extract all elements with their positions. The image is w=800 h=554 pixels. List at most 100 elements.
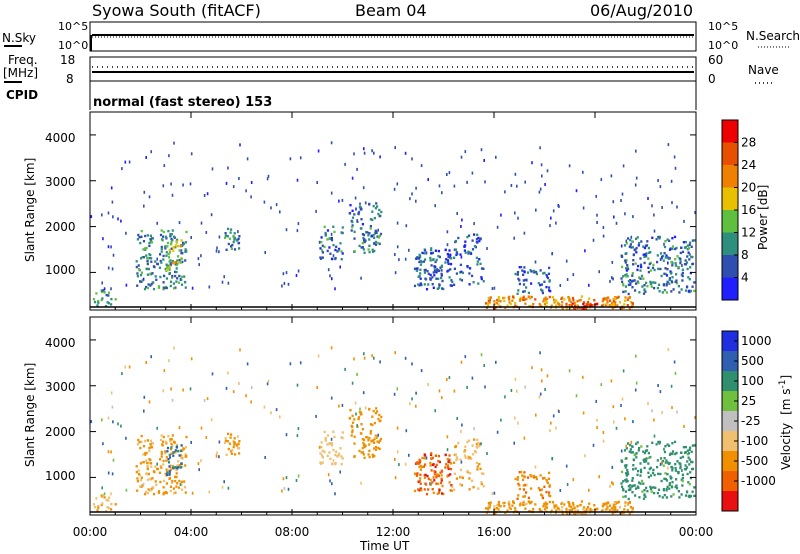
velocity-cell [607,501,610,505]
power-cell [178,249,181,252]
power-cell [665,291,668,294]
power-cell [340,258,343,261]
velocity-cell [617,500,620,504]
power-cell [495,302,499,305]
velocity-cell [169,485,173,488]
power-cell [652,281,655,284]
power-cell [237,230,239,234]
power-cell [100,298,103,302]
power-cell [472,281,475,284]
power-cell [372,204,375,208]
power-cell [150,257,153,260]
velocity-cell [168,476,171,480]
power-cell [624,261,627,264]
power-cell [341,252,344,255]
power-cell [437,286,441,289]
velocity-cell [444,466,447,469]
power-cell [582,301,586,304]
power-cell [101,213,103,217]
power-cell [681,250,685,254]
velocity-cell [667,466,669,470]
velocity-cell [360,413,363,416]
power-cell [413,267,417,270]
velocity-cell [665,459,668,462]
velocity-cell [693,494,696,498]
power-cell [453,283,456,286]
velocity-cell [332,448,335,452]
velocity-cell [318,445,321,449]
power-cell [420,283,423,287]
velocity-cell [225,386,228,390]
velocity-cell [430,453,433,456]
velocity-cell [432,491,435,494]
power-cell [168,154,170,158]
velocity-cell [114,503,117,506]
power-cell [661,255,663,259]
velocity-cell [154,465,157,468]
power-cell [330,191,333,195]
velocity-cell [639,462,642,465]
power-cell [334,248,337,252]
colorbar-segment [722,411,738,432]
power-cell [526,271,530,274]
nsky-panel: N.Sky 10^5 10^0 10^5 10^0 N.Search [2,20,800,52]
velocity-cell [645,460,648,463]
velocity-cell [546,481,550,485]
velocity-cell [447,467,450,470]
power-cell [629,243,632,246]
power-cell [245,189,247,193]
velocity-cell [437,482,440,485]
velocity-cell [550,421,552,425]
velocity-cell [544,505,547,508]
power-cell [323,225,326,229]
velocity-cell [331,482,333,486]
velocity-cell [497,508,500,511]
power-cell [446,173,448,176]
power-cell [688,258,691,261]
velocity-cell [289,362,292,366]
power-cell [230,228,233,231]
power-cell [477,236,480,240]
power-cell [624,296,627,299]
power-cell [506,304,509,307]
power-cell [643,284,646,287]
power-cell [451,280,454,284]
power-cell [606,299,609,302]
power-cell [227,242,230,246]
power-cell [425,288,429,291]
velocity-cell [418,465,421,469]
power-cell [686,248,689,251]
power-cell [440,264,443,267]
velocity-cell [489,501,492,504]
power-cell [658,237,661,240]
velocity-cell [453,389,456,393]
power-cell [667,261,669,265]
velocity-cell [158,471,161,474]
power-cell [464,240,467,243]
power-cell [661,291,664,294]
power-cell [167,253,170,256]
velocity-cell [686,453,689,456]
velocity-cell [658,442,661,445]
power-cell [546,169,549,173]
power-cell [141,279,144,282]
power-cell [615,221,618,225]
power-cell [610,174,613,178]
power-cell [632,215,634,219]
velocity-cell [315,414,317,418]
velocity-cell [297,474,300,478]
power-cell [613,215,615,219]
velocity-cell [671,452,674,456]
power-cell [97,301,100,304]
power-cell [324,234,327,237]
power-cell [368,232,371,235]
velocity-cell [285,433,288,437]
power-cell [488,297,491,300]
power-cell [156,257,158,261]
power-cell [436,287,439,290]
velocity-cell [270,411,272,415]
velocity-cell [589,509,592,512]
power-cell [191,286,194,290]
velocity-cell [366,436,369,439]
velocity-cell [653,418,655,422]
